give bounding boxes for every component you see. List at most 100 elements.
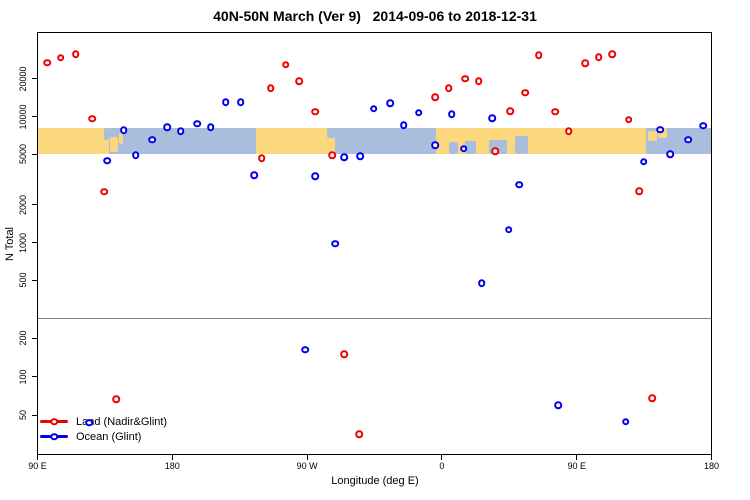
legend: Land (Nadir&Glint) Ocean (Glint) — [40, 414, 167, 444]
data-point-land — [340, 350, 348, 359]
y-tick-mark — [32, 78, 37, 80]
data-point-ocean — [699, 122, 708, 130]
data-point-ocean — [356, 152, 365, 161]
x-tick-label: 180 — [164, 461, 180, 471]
data-point-ocean — [301, 345, 309, 354]
data-point-ocean — [386, 99, 395, 108]
band-patch-ocean — [448, 142, 458, 155]
x-axis-label: Longitude (deg E) — [331, 475, 419, 487]
y-tick-label: 200 — [18, 330, 28, 346]
data-point-ocean — [415, 108, 423, 117]
data-point-land — [648, 394, 657, 403]
y-tick-mark — [32, 279, 37, 281]
data-point-land — [474, 77, 483, 85]
data-point-ocean — [447, 110, 456, 119]
data-point-land — [624, 116, 633, 124]
data-points-layer — [38, 33, 711, 454]
x-tick-label: 180 — [703, 461, 720, 471]
data-point-land — [461, 75, 470, 83]
x-tick-label: 90 E — [28, 461, 47, 471]
y-tick-label: 5000 — [18, 144, 28, 165]
data-point-land — [564, 127, 573, 135]
band-segment-ocean — [335, 127, 437, 155]
data-point-ocean — [176, 127, 185, 136]
data-point-land — [328, 151, 336, 160]
band-patch-land — [658, 127, 668, 139]
data-point-ocean — [431, 141, 440, 149]
data-point-ocean — [236, 98, 245, 107]
band-patch-ocean — [326, 127, 335, 139]
y-tick-label: 50 — [18, 410, 28, 421]
data-point-ocean — [488, 114, 497, 123]
y-tick-mark — [32, 414, 37, 416]
data-point-land — [431, 93, 440, 101]
data-point-ocean — [459, 144, 468, 153]
threshold-line — [38, 317, 711, 320]
data-point-land — [281, 60, 290, 69]
data-point-ocean — [163, 123, 171, 132]
data-point-land — [506, 107, 514, 115]
band-segment-land — [38, 127, 110, 155]
data-point-ocean — [331, 239, 339, 248]
data-point-ocean — [639, 157, 648, 166]
legend-label-ocean: Ocean (Glint) — [76, 430, 142, 443]
data-point-land — [72, 50, 80, 58]
data-point-land — [594, 53, 603, 61]
data-point-ocean — [621, 417, 630, 426]
data-point-ocean — [666, 150, 675, 158]
y-tick-label: 2000 — [18, 194, 28, 215]
data-point-ocean — [250, 171, 258, 180]
y-tick-label: 10000 — [18, 103, 28, 130]
data-point-land — [43, 58, 52, 67]
data-point-ocean — [85, 419, 94, 427]
data-point-ocean — [477, 279, 486, 287]
plot-area: Land (Nadir&Glint) Ocean (Glint) — [37, 32, 712, 455]
data-point-land — [608, 50, 616, 58]
data-point-land — [444, 84, 453, 92]
data-point-ocean — [119, 126, 128, 134]
x-tick-mark — [306, 455, 308, 460]
data-point-ocean — [206, 123, 215, 132]
legend-item-ocean: Ocean (Glint) — [40, 429, 167, 444]
x-tick-mark — [441, 455, 443, 460]
data-point-land — [266, 84, 275, 93]
data-point-land — [551, 107, 559, 116]
ocean-marker-icon — [40, 432, 68, 442]
data-point-ocean — [340, 153, 348, 162]
data-point-land — [257, 154, 266, 163]
x-tick-label: 0 — [439, 461, 445, 471]
data-point-ocean — [504, 225, 513, 234]
y-tick-mark — [32, 204, 37, 206]
chart-title: 40N-50N March (Ver 9) 2014-09-06 to 2018… — [213, 8, 537, 24]
band-patch-land — [109, 137, 118, 152]
data-point-ocean — [221, 98, 230, 106]
y-tick-label: 20000 — [18, 66, 28, 92]
y-tick-mark — [32, 337, 37, 339]
legend-item-land: Land (Nadir&Glint) — [40, 414, 167, 429]
band-patch-ocean — [465, 141, 476, 155]
data-point-land — [57, 53, 65, 62]
data-point-ocean — [554, 401, 562, 410]
band-patch-ocean — [514, 135, 529, 155]
y-tick-mark — [32, 376, 37, 378]
data-point-land — [635, 187, 643, 195]
land-marker-icon — [40, 417, 68, 427]
data-point-land — [88, 114, 97, 123]
data-point-ocean — [400, 121, 408, 130]
data-point-land — [100, 187, 109, 196]
y-tick-label: 500 — [18, 272, 28, 288]
data-point-land — [491, 147, 500, 155]
x-tick-label: 90 W — [296, 461, 318, 471]
y-tick-label: 100 — [18, 369, 28, 385]
y-tick-mark — [32, 242, 37, 243]
x-tick-mark — [171, 455, 173, 460]
x-tick-label: 90 E — [567, 461, 586, 471]
data-point-ocean — [370, 104, 378, 113]
band-patch-land — [648, 130, 657, 142]
x-tick-mark — [711, 455, 712, 460]
data-point-ocean — [131, 151, 140, 160]
data-point-land — [295, 77, 303, 85]
data-point-ocean — [684, 135, 693, 144]
data-point-ocean — [656, 125, 664, 134]
data-point-land — [521, 88, 529, 97]
